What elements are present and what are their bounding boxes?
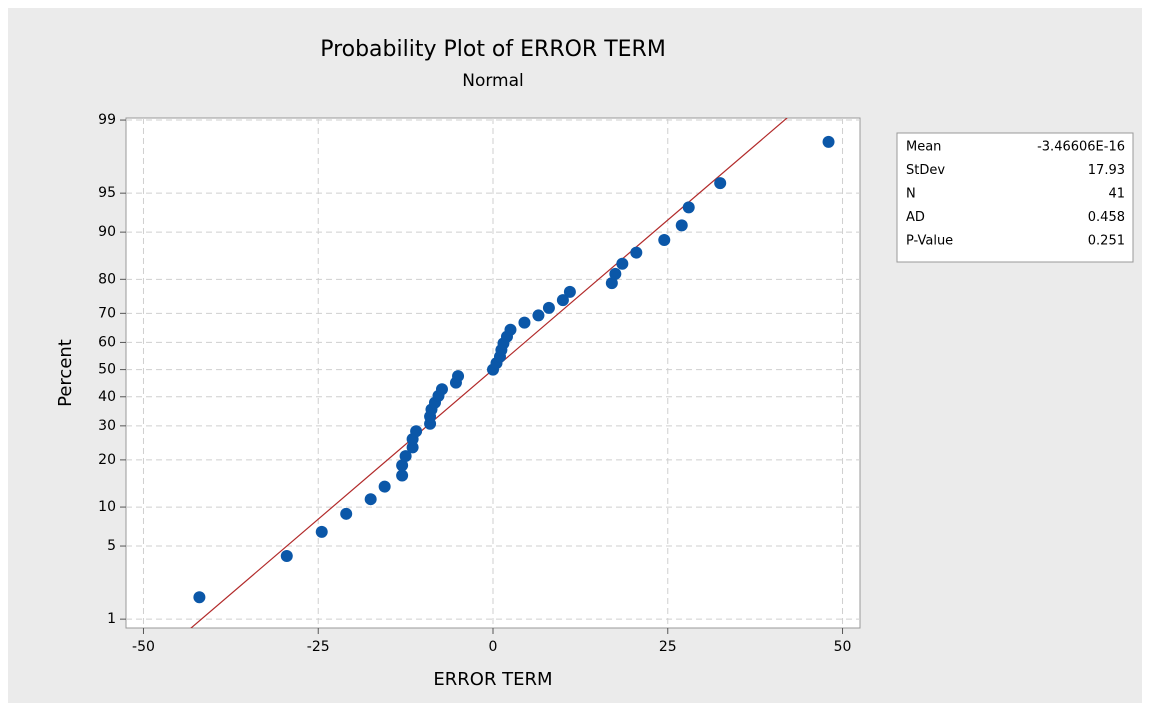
x-axis-label: ERROR TERM — [433, 669, 552, 690]
data-point — [406, 441, 419, 454]
stat-label: N — [906, 187, 916, 202]
x-tick-label: 25 — [659, 639, 677, 655]
data-point — [714, 177, 727, 190]
y-tick-label: 60 — [98, 334, 116, 350]
data-point — [452, 370, 465, 383]
y-tick-label: 5 — [107, 538, 116, 554]
data-point — [340, 507, 353, 520]
x-tick-label: 0 — [489, 639, 498, 655]
data-point — [396, 459, 409, 472]
stat-label: AD — [906, 210, 925, 225]
data-point — [399, 450, 412, 463]
y-tick-label: 70 — [98, 305, 116, 321]
stat-value: 41 — [1108, 187, 1125, 202]
y-tick-label: 80 — [98, 271, 116, 287]
y-tick-label: 95 — [98, 185, 116, 201]
axes: -50 -25 0 25 50 1 5 10 20 30 40 50 60 70 80 90 95 99 — [98, 112, 851, 655]
data-point — [532, 309, 545, 322]
data-point — [616, 257, 629, 270]
data-point — [605, 277, 618, 290]
y-tick-label: 50 — [98, 362, 116, 378]
stat-label: Mean — [906, 140, 941, 155]
x-tick-label: -50 — [132, 639, 155, 655]
data-point — [193, 591, 206, 604]
data-point — [364, 493, 377, 506]
data-point — [504, 323, 517, 336]
y-tick-label: 99 — [98, 112, 116, 128]
stat-value: 17.93 — [1088, 163, 1125, 178]
data-point — [563, 285, 576, 298]
y-tick-label: 90 — [98, 224, 116, 240]
x-tick-label: 50 — [834, 639, 852, 655]
data-point — [542, 301, 555, 314]
data-point — [410, 425, 423, 438]
data-point — [609, 267, 622, 280]
stats-box — [896, 132, 1134, 263]
data-point — [658, 234, 671, 247]
data-point — [315, 525, 328, 538]
data-point — [682, 201, 695, 214]
stat-value: -3.46606E-16 — [1037, 140, 1125, 155]
data-point — [556, 294, 569, 307]
y-tick-label: 40 — [98, 389, 116, 405]
data-point — [518, 316, 531, 329]
points — [193, 135, 835, 604]
data-point — [435, 383, 448, 396]
stat-value: 0.251 — [1088, 234, 1125, 249]
stat-label: StDev — [906, 163, 945, 178]
data-point — [630, 246, 643, 259]
chart-title: Probability Plot of ERROR TERM — [320, 37, 666, 62]
y-axis-label: Percent — [55, 339, 76, 407]
data-point — [822, 135, 835, 148]
y-tick-label: 1 — [107, 611, 116, 627]
stat-label: P-Value — [906, 234, 953, 249]
stat-value: 0.458 — [1088, 210, 1125, 225]
y-tick-label: 10 — [98, 499, 116, 515]
data-point — [675, 219, 688, 232]
data-point — [378, 480, 391, 493]
y-tick-label: 30 — [98, 418, 116, 434]
data-point — [396, 469, 409, 482]
grid — [126, 118, 860, 628]
data-point — [280, 550, 293, 563]
chart-subtitle: Normal — [462, 71, 524, 91]
x-tick-label: -25 — [307, 639, 330, 655]
y-tick-label: 20 — [98, 452, 116, 468]
